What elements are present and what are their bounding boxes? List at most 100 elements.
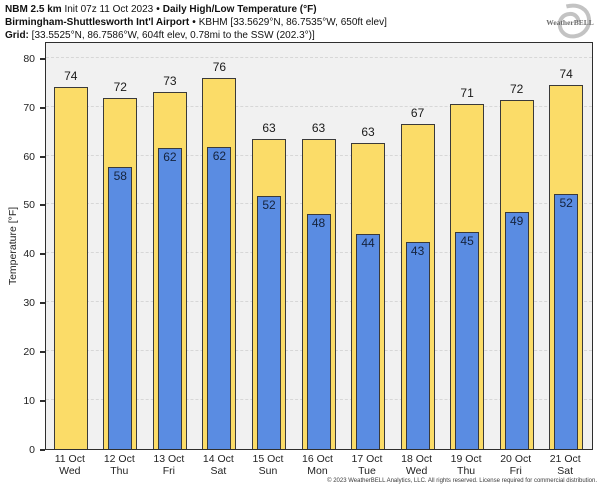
y-tick-mark [40,400,45,403]
high-bar-label: 63 [262,121,276,136]
low-bar-label: 62 [163,150,177,165]
x-tick-label: 13 Oct Fri [153,453,184,477]
y-tick-label: 0 [29,444,35,456]
y-tick-mark [40,155,45,158]
low-bar: 62 [157,148,182,449]
high-bar [53,87,88,449]
separator-dot: • [192,17,196,28]
low-bar-label: 58 [113,169,127,184]
low-bar: 52 [554,193,579,449]
x-tick-date: 15 Oct [252,453,284,465]
high-bar-label: 72 [510,81,524,96]
x-tick-date: 11 Oct [54,453,85,465]
x-tick-day: Sun [258,465,278,477]
grid-coordinates: [33.5525°N, 86.7586°W, 604ft elev, 0.78m… [31,30,315,41]
x-tick-date: 21 Oct [549,453,581,465]
y-tick-label: 20 [23,346,35,359]
low-bar: 52 [257,196,281,449]
gridline-70 [46,105,592,107]
separator-dot: • [156,4,160,15]
y-tick-mark [40,253,45,256]
copyright-text: © 2023 WeatherBELL Analytics, LLC. All r… [327,478,597,484]
x-tick-label: 12 Oct Thu [104,453,135,477]
x-tick-date: 19 Oct [450,453,482,465]
x-tick-day: Fri [162,465,176,477]
gridline-80 [46,56,592,58]
x-tick-day: Sat [210,465,227,477]
x-tick-label: 16 Oct Mon [302,453,333,477]
y-tick-label: 30 [23,297,35,310]
x-axis: 11 Oct Wed 12 Oct Thu 13 Oct Fri 14 Oct Sat 15 O… [45,453,593,479]
x-tick-day: Thu [457,465,476,477]
y-tick-label: 80 [23,52,35,65]
y-tick-mark [40,302,45,305]
low-bar: 62 [207,146,232,449]
header-line-1: NBM 2.5 km Init 07z 11 Oct 2023 • Daily Hi… [5,3,387,16]
weatherbell-logo-icon: WeatherBELL [546,3,594,39]
x-tick-date: 20 Oct [500,453,532,465]
x-tick-day: Wed [59,465,81,477]
header-line-2: Birmingham-Shuttlesworth Int'l Airport • K… [5,16,387,29]
low-bar-label: 62 [212,148,227,163]
x-tick-label: 18 Oct Wed [401,453,432,477]
x-tick-date: 17 Oct [351,453,383,465]
x-tick-date: 16 Oct [302,453,333,465]
high-bar-label: 72 [113,80,127,95]
high-bar-label: 76 [212,59,227,74]
init-time: Init 07z 11 Oct 2023 [64,4,154,15]
high-bar-label: 73 [163,74,177,89]
x-tick-label: 19 Oct Thu [451,453,482,477]
plot-area: 74 72 58 73 62 76 62 63 52 63 48 63 44 67 43 71 45 72 49 74… [45,42,593,450]
y-tick-label: 10 [23,395,35,408]
y-tick-mark [40,449,45,451]
product-title: Daily High/Low Temperature (°F) [162,4,317,15]
high-bar-label: 74 [559,67,573,82]
low-bar-label: 48 [311,216,326,231]
chart-header: NBM 2.5 km Init 07z 11 Oct 2023 • Daily Hi… [5,3,387,42]
y-tick-label: 70 [23,101,35,114]
x-tick-date: 13 Oct [153,453,185,465]
low-bar-label: 44 [361,236,375,251]
logo-text: WeatherBELL [546,18,594,27]
x-tick-label: 15 Oct Sun [253,453,284,477]
y-tick-mark [40,351,45,354]
header-line-3: Grid: [33.5525°N, 86.7586°W, 604ft elev,… [5,29,387,42]
high-bar-label: 67 [410,105,425,120]
y-tick-mark [40,204,45,207]
x-tick-day: Thu [110,465,129,477]
low-bar-label: 45 [460,234,474,249]
x-tick-day: Sat [557,465,574,477]
low-bar: 49 [504,211,529,449]
x-tick-label: 20 Oct Fri [500,453,531,477]
x-tick-day: Tue [358,465,376,477]
x-tick-date: 14 Oct [202,453,234,465]
x-tick-day: Fri [509,465,522,477]
model-name: NBM 2.5 km [5,4,62,15]
low-bar-label: 49 [510,213,524,228]
y-tick-label: 50 [23,199,35,212]
high-bar-label: 74 [64,69,78,83]
x-tick-day: Mon [307,465,328,477]
y-tick-mark [40,57,45,60]
low-bar: 45 [455,232,480,449]
low-bar: 44 [356,234,380,449]
x-tick-label: 21 Oct Sat [550,453,581,477]
x-tick-label: 11 Oct Wed [55,453,85,477]
low-bar: 48 [306,214,331,449]
y-axis: 0 10 20 30 40 50 60 70 80 [0,42,45,456]
low-bar-label: 52 [559,195,573,210]
station-info: KBHM [33.5629°N, 86.7535°W, 650ft elev] [198,17,387,28]
low-bar: 43 [405,241,430,449]
y-tick-label: 40 [23,248,35,261]
x-tick-label: 17 Oct Tue [352,453,383,477]
x-tick-date: 18 Oct [401,453,433,465]
x-tick-label: 14 Oct Sat [203,453,234,477]
x-tick-date: 12 Oct [103,453,135,465]
high-bar-label: 63 [361,125,375,140]
y-tick-mark [40,106,45,109]
y-tick-label: 60 [23,150,35,163]
high-bar-label: 63 [311,121,326,136]
station-name: Birmingham-Shuttlesworth Int'l Airport [5,17,190,28]
low-bar-label: 52 [262,198,276,213]
